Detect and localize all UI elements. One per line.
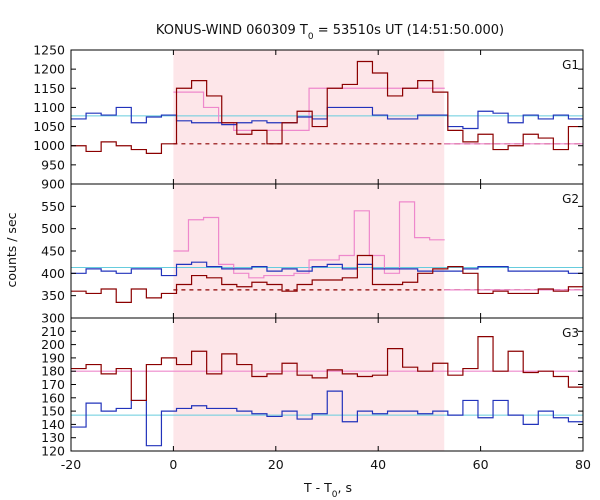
panel-label: G1 xyxy=(562,58,579,72)
x-tick-label: 60 xyxy=(473,457,489,472)
y-tick-label: 400 xyxy=(41,266,65,281)
y-tick-label: 1200 xyxy=(33,62,65,77)
y-tick-label: 1050 xyxy=(33,119,65,134)
panel-g2-series xyxy=(71,201,583,303)
y-tick-label: 900 xyxy=(41,177,65,192)
y-tick-label: 450 xyxy=(41,244,65,259)
series-blue-step xyxy=(71,261,583,277)
panel-g1-series xyxy=(71,60,583,154)
y-tick-label: 130 xyxy=(41,430,65,445)
plot-layer: 900950100010501100115012001250G130035040… xyxy=(33,43,591,473)
series-blue-step xyxy=(71,390,583,447)
y-tick-label: 120 xyxy=(41,444,65,459)
x-tick-label: 20 xyxy=(268,457,284,472)
y-tick-label: 180 xyxy=(41,364,65,379)
y-tick-label: 1250 xyxy=(33,43,65,58)
y-tick-label: 500 xyxy=(41,221,65,236)
y-tick-label: 160 xyxy=(41,390,65,405)
y-tick-label: 950 xyxy=(41,157,65,172)
y-axis-label: counts / sec xyxy=(4,212,19,287)
x-tick-label: 40 xyxy=(370,457,386,472)
y-tick-label: 190 xyxy=(41,350,65,365)
series-G2-step xyxy=(71,254,583,303)
series-pink-step xyxy=(173,87,445,131)
x-tick-label: 80 xyxy=(575,457,591,472)
panel-g3-series xyxy=(71,336,583,447)
y-tick-label: 1000 xyxy=(33,138,65,153)
chart-title: KONUS-WIND 060309 T0 = 53510s UT (14:51:… xyxy=(156,23,504,42)
x-tick-label: 0 xyxy=(169,457,177,472)
series-pink-step xyxy=(173,201,445,279)
y-tick-label: 170 xyxy=(41,377,65,392)
y-tick-label: 200 xyxy=(41,337,65,352)
y-tick-label: 350 xyxy=(41,288,65,303)
x-axis-label: T - T0, s xyxy=(303,480,352,500)
panel-label: G3 xyxy=(562,326,579,340)
panel-label: G2 xyxy=(562,192,579,206)
y-tick-label: 1150 xyxy=(33,81,65,96)
series-G1-step xyxy=(71,60,583,154)
y-tick-label: 300 xyxy=(41,311,65,326)
y-tick-label: 210 xyxy=(41,324,65,339)
y-tick-label: 140 xyxy=(41,417,65,432)
series-G3-step xyxy=(71,336,583,402)
y-tick-label: 550 xyxy=(41,199,65,214)
y-tick-label: 150 xyxy=(41,404,65,419)
x-tick-label: -20 xyxy=(61,457,81,472)
y-tick-label: 1100 xyxy=(33,100,65,115)
